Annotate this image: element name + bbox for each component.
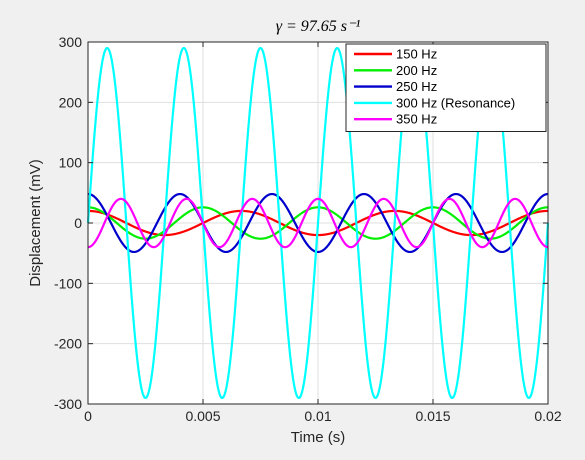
x-tick-label: 0.01 xyxy=(304,408,331,424)
y-tick-label: 300 xyxy=(59,34,83,50)
legend-label: 250 Hz xyxy=(396,79,437,94)
legend-item: 350 Hz xyxy=(354,112,437,127)
y-tick-label: -100 xyxy=(54,275,82,291)
y-tick-label: -300 xyxy=(54,396,82,412)
y-tick-label: 0 xyxy=(74,215,82,231)
legend-item: 250 Hz xyxy=(354,79,437,94)
series-line-300hz xyxy=(86,46,550,400)
x-tick-label: 0 xyxy=(84,408,92,424)
x-axis-label: Time (s) xyxy=(291,429,345,446)
x-tick-label: 0.02 xyxy=(534,408,561,424)
x-tick-label: 0.005 xyxy=(185,408,220,424)
y-tick-label: 200 xyxy=(59,94,83,110)
axis-ticks: 0 0.005 0.01 0.015 0.02 -300 -200 -100 0 100 200 30… xyxy=(54,34,562,424)
legend-label: 350 Hz xyxy=(396,112,437,127)
y-tick-label: 100 xyxy=(59,155,83,171)
legend-item: 150 Hz xyxy=(354,47,437,62)
series-lines xyxy=(86,46,550,400)
legend-label: 200 Hz xyxy=(396,63,437,78)
legend-item: 300 Hz (Resonance) xyxy=(354,95,515,110)
legend-label: 300 Hz (Resonance) xyxy=(396,95,515,110)
legend-label: 150 Hz xyxy=(396,47,437,62)
chart-title: γ = 97.65 s⁻¹ xyxy=(276,18,361,35)
series-line-350hz xyxy=(87,197,549,249)
y-axis-label: Displacement (mV) xyxy=(27,159,44,287)
legend-item: 200 Hz xyxy=(354,63,437,78)
y-tick-label: -200 xyxy=(54,336,82,352)
x-tick-label: 0.015 xyxy=(415,408,450,424)
